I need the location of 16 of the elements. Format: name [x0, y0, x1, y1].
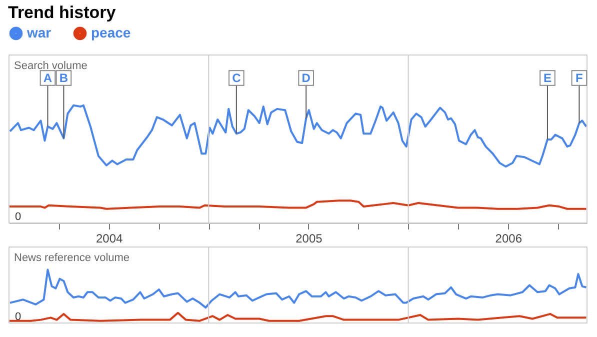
annotation: 0: [15, 311, 22, 323]
x-tick-label: 2005: [296, 232, 323, 246]
annotation: A: [43, 71, 52, 85]
annotation: F: [576, 71, 583, 85]
x-tick-label: 2004: [96, 232, 123, 246]
annotation: D: [302, 71, 311, 85]
chart-title: Trend history: [8, 3, 116, 22]
annotation: C: [232, 71, 242, 85]
legend-label: peace: [91, 24, 131, 40]
y-axis-title: Search volume: [14, 60, 88, 72]
x-tick-label: 2006: [495, 232, 522, 246]
annotation: E: [543, 71, 552, 85]
y-axis-title: News reference volume: [14, 252, 130, 264]
annotation: 0: [15, 211, 22, 223]
legend-label: war: [26, 24, 52, 40]
annotation: B: [59, 71, 68, 85]
